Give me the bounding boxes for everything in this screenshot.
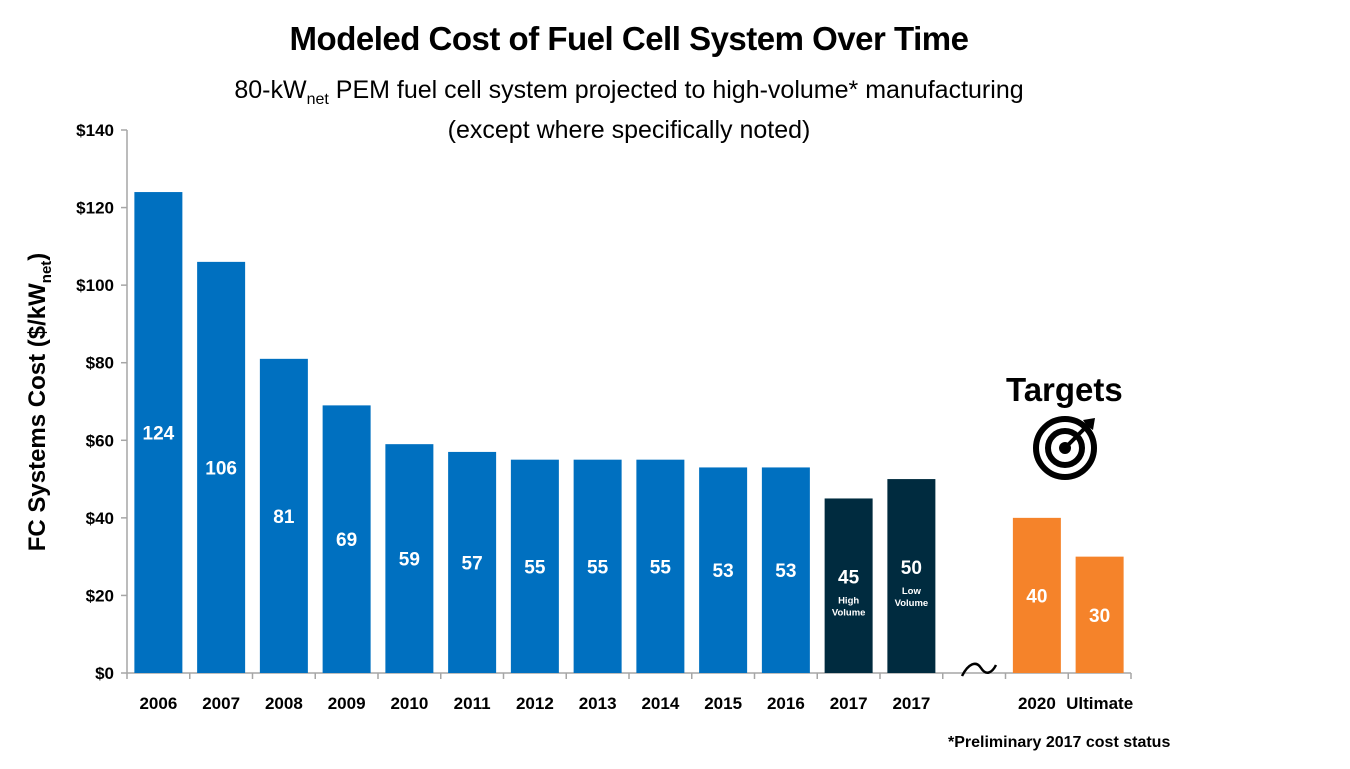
x-tick-label: 2015	[704, 694, 742, 713]
bar-2009-3	[322, 405, 371, 673]
bar-2017-12	[887, 479, 936, 673]
bar-sub-label: Volume	[832, 608, 866, 619]
y-tick-label: $80	[86, 354, 114, 373]
y-tick-label: $60	[86, 431, 114, 450]
x-tick-label: 2017	[830, 694, 868, 713]
y-tick-label: $40	[86, 509, 114, 528]
bar-data-label: 57	[462, 553, 483, 574]
bar-2017-11	[824, 498, 873, 673]
bar-2014-8	[636, 459, 685, 673]
y-tick-label: $100	[76, 276, 114, 295]
bar-data-label: 50	[901, 558, 922, 579]
x-tick-label: 2006	[139, 694, 177, 713]
y-tick-label: $20	[86, 586, 114, 605]
x-axis: 2006 2007 2008 2009 2010 2011 2012 2013 2014 2015…	[126, 672, 1133, 713]
x-tick-label: 2016	[767, 694, 805, 713]
x-tick-label: 2017	[892, 694, 930, 713]
x-tick-label: Ultimate	[1066, 694, 1133, 713]
x-tick-label: 2011	[454, 694, 491, 713]
x-tick-label: 2009	[328, 694, 366, 713]
bar-data-label: 53	[713, 561, 734, 582]
bar-2010-4	[385, 444, 434, 673]
x-tick-label: 2010	[390, 694, 428, 713]
bar-2008-2	[259, 358, 308, 673]
x-tick-label: 2013	[579, 694, 617, 713]
subtitle-subscript: net	[306, 91, 329, 108]
x-tick-label: 2014	[641, 694, 679, 713]
axis-break-squiggle	[960, 662, 998, 677]
bar-2016-10	[761, 467, 810, 673]
bar-2012-6	[510, 459, 559, 673]
y-tick-label: $120	[76, 199, 114, 218]
x-tick-label: 2008	[265, 694, 303, 713]
bar-2011-5	[448, 451, 497, 673]
bar-data-label: 55	[524, 557, 546, 578]
bar-data-label: 59	[399, 550, 420, 571]
chart-subtitle: 80-kWnet PEM fuel cell system projected …	[0, 75, 1258, 146]
footnote: *Preliminary 2017 cost status	[948, 734, 1171, 751]
bar-sub-label: Volume	[895, 598, 929, 609]
subtitle-suffix: PEM fuel cell system projected to high-v…	[328, 76, 1024, 104]
bar-data-label: 45	[838, 568, 860, 589]
chart-title: Modeled Cost of Fuel Cell System Over Ti…	[289, 20, 969, 57]
x-tick-label: 2007	[202, 694, 240, 713]
bar-2013-7	[573, 459, 622, 673]
bar-2015-9	[699, 467, 748, 673]
y-tick-label: $140	[76, 121, 114, 140]
bar-Ultimate-15	[1075, 556, 1124, 673]
bar-data-label: 53	[775, 561, 796, 582]
y-axis-label: FC Systems Cost ($/kWnet)	[24, 253, 55, 552]
subtitle-prefix: 80-kW	[234, 76, 307, 104]
bar-2006-0	[134, 192, 183, 674]
bar-data-label: 81	[273, 507, 295, 528]
bar-data-label: 30	[1089, 606, 1110, 627]
bar-2007-1	[197, 261, 246, 673]
targets-label: Targets	[1006, 371, 1123, 408]
subtitle-line-2: (except where specifically noted)	[447, 116, 811, 144]
x-tick-label: 2020	[1018, 694, 1056, 713]
x-tick-label: 2012	[516, 694, 554, 713]
bar-data-label: 106	[205, 458, 237, 479]
y-axis: $0 $20 $40 $60 $80 $100 $120 $140	[76, 121, 128, 683]
bar-data-label: 124	[143, 424, 175, 445]
y-tick-label: $0	[95, 664, 114, 683]
target-bullseye-icon	[1033, 416, 1097, 480]
bar-data-label: 69	[336, 530, 357, 551]
bar-data-label: 55	[587, 557, 609, 578]
bar-sub-label: Low	[902, 586, 922, 597]
bar-data-label: 55	[650, 557, 672, 578]
bar-2020-14	[1012, 517, 1061, 673]
subtitle-line-1: 80-kWnet PEM fuel cell system projected …	[0, 75, 1258, 115]
bar-sub-label: High	[838, 596, 859, 607]
bar-data-label: 40	[1026, 586, 1047, 607]
